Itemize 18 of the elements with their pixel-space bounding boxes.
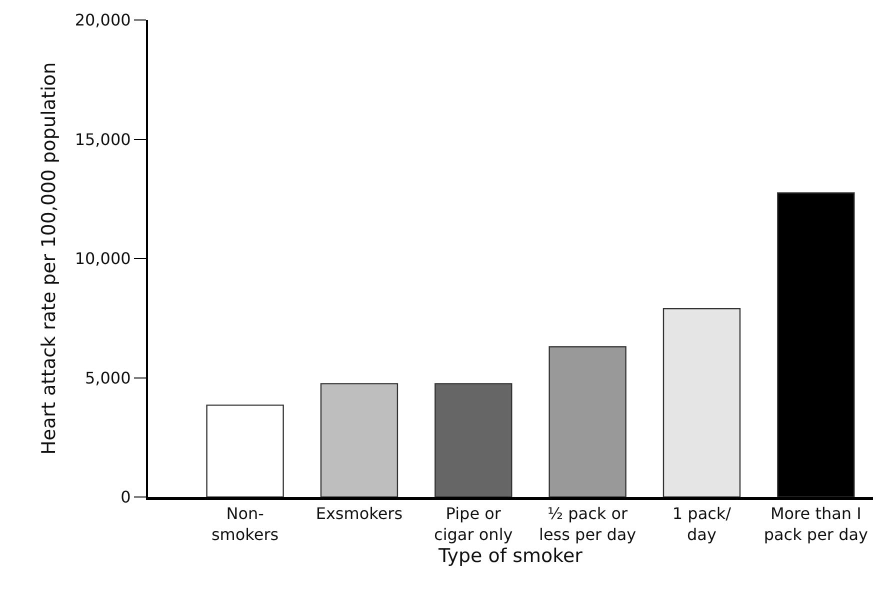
y-axis-title: Heart attack rate per 100,000 population [38, 62, 60, 455]
x-tick-label: Exsmokers [316, 504, 403, 524]
bar [206, 404, 284, 497]
x-tick-label: More than I pack per day [764, 504, 868, 544]
x-tick-label: 1 pack/ day [672, 504, 732, 544]
y-tick-label: 5,000 [84, 368, 131, 388]
y-tick-label: 15,000 [74, 130, 131, 149]
x-tick-label: Non- smokers [211, 504, 279, 544]
bar [320, 383, 398, 497]
y-tick-label: 0 [120, 488, 131, 507]
bar [548, 346, 626, 497]
bar [662, 308, 741, 497]
x-tick-label: Pipe or cigar only [434, 504, 513, 544]
x-axis-title: Type of smoker [438, 544, 583, 567]
y-tick-label: 20,000 [74, 10, 131, 30]
y-tick-label: 10,000 [74, 249, 131, 268]
x-tick-label: ½ pack or less per day [539, 504, 636, 544]
bar [434, 383, 512, 497]
